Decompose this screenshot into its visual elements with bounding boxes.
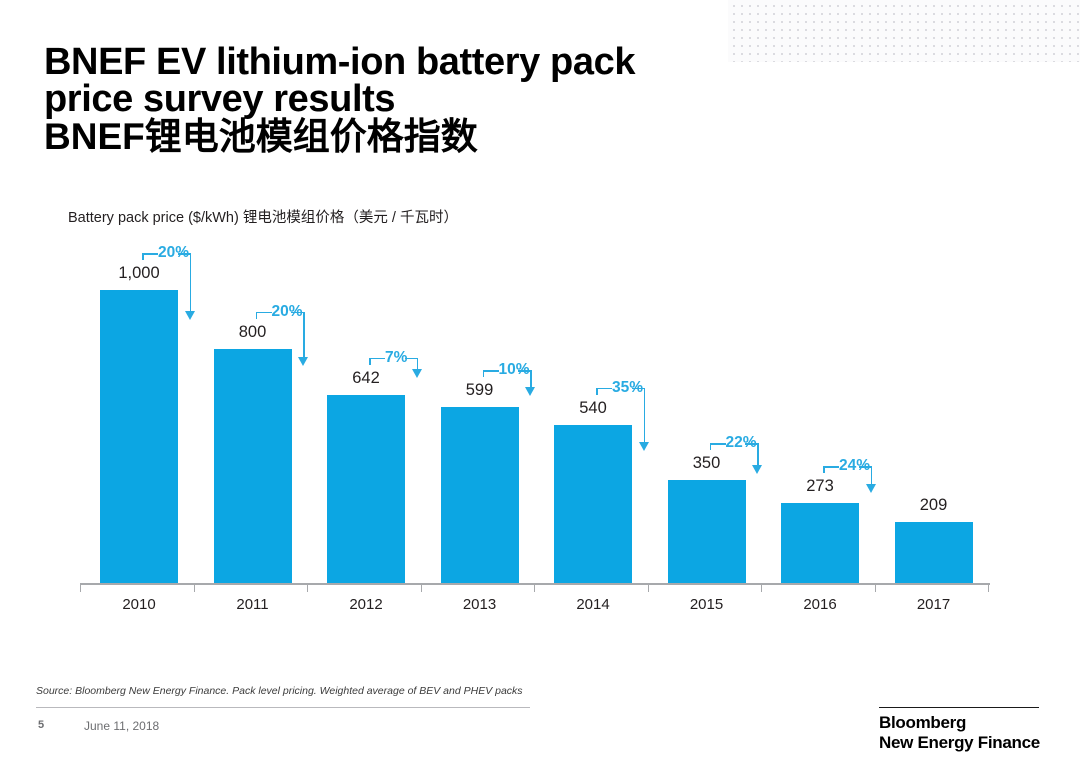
plot-area: 1,000 2010 800 2011 642 2012 599 2013 540 2014 350… <box>0 196 1080 626</box>
arrow-shaft-2012 <box>303 311 305 357</box>
bar-value-2015: 350 <box>692 454 721 473</box>
arrow-stub-2016 <box>745 443 759 446</box>
arrow-stub-2012 <box>291 311 305 314</box>
x-axis-tick <box>80 584 82 592</box>
bar-2010 <box>100 290 178 583</box>
arrow-head-2015 <box>638 442 649 452</box>
chart-axis-title: Battery pack price ($/kWh) 锂电池模组价格（美元 / … <box>68 210 458 226</box>
pct-change-2014-to-2015: 35% <box>612 378 644 396</box>
bar-value-2014: 540 <box>579 398 607 417</box>
arrow-head-2012 <box>298 356 309 366</box>
pct-connector-drop-2016 <box>823 466 825 473</box>
pct-change-2016-to-2017: 24% <box>839 457 871 474</box>
decorative-dot-grid <box>728 0 1080 62</box>
x-axis-tick <box>761 584 763 592</box>
arrow-shaft-2013 <box>416 357 419 370</box>
arrow-stub-2014 <box>518 370 532 373</box>
x-axis-label-2012: 2012 <box>349 596 383 613</box>
source-note: Source: Bloomberg New Energy Finance. Pa… <box>36 685 523 697</box>
arrow-head-2011 <box>184 310 195 320</box>
bar-2017 <box>894 521 973 583</box>
pct-connector-drop-2010 <box>142 253 144 260</box>
pct-connector-drop-2013 <box>482 370 485 378</box>
x-axis-tick <box>420 584 422 592</box>
bar-value-2017: 209 <box>919 495 948 514</box>
pct-connector-2011 <box>255 311 272 314</box>
pct-change-2012-to-2013: 7% <box>385 348 408 366</box>
x-axis-label-2013: 2013 <box>462 596 497 613</box>
logo-divider <box>879 707 1039 708</box>
x-axis-tick <box>534 584 536 592</box>
pct-connector-2014 <box>596 387 612 390</box>
arrow-shaft-2011 <box>189 253 192 311</box>
bar-value-2011: 800 <box>238 322 267 341</box>
bar-2011 <box>213 348 292 583</box>
x-axis-label-2010: 2010 <box>122 596 156 613</box>
arrow-head-2017 <box>865 483 876 493</box>
bar-2015 <box>667 480 746 583</box>
x-axis-tick <box>307 584 309 592</box>
arrow-head-2016 <box>752 465 763 474</box>
bar-2012 <box>327 394 405 583</box>
bloomberg-nef-logo: Bloomberg New Energy Finance <box>879 713 1079 752</box>
logo-line-2: New Energy Finance <box>879 732 1040 752</box>
pct-connector-2015 <box>709 443 726 446</box>
footer-date: June 11, 2018 <box>84 719 160 733</box>
arrow-head-2014 <box>525 386 536 396</box>
bar-value-2012: 642 <box>352 368 380 387</box>
bar-value-2010: 1,000 <box>118 264 160 282</box>
arrow-shaft-2014 <box>530 370 532 387</box>
bar-value-2016: 273 <box>806 477 834 495</box>
title-line-1: BNEF EV lithium-ion battery pack <box>44 41 636 83</box>
x-axis-label-2017: 2017 <box>916 596 951 613</box>
x-axis-line <box>80 583 990 585</box>
x-axis-tick <box>647 584 649 592</box>
arrow-stub-2011 <box>177 253 192 255</box>
bar-2013 <box>440 407 519 583</box>
pct-change-2011-to-2012: 20% <box>271 302 303 320</box>
x-axis-tick <box>988 584 990 592</box>
arrow-head-2013 <box>411 369 422 379</box>
pct-change-2013-to-2014: 10% <box>498 361 530 379</box>
arrow-shaft-2016 <box>757 443 759 465</box>
x-axis-label-2014: 2014 <box>576 596 610 613</box>
x-axis-label-2015: 2015 <box>689 596 724 613</box>
logo-line-1: Bloomberg <box>879 713 967 732</box>
arrow-shaft-2017 <box>870 466 873 484</box>
x-axis-label-2016: 2016 <box>803 596 837 613</box>
title-line-chinese: BNEF锂电池模组价格指数 <box>44 116 478 157</box>
pct-change-2010-to-2011: 20% <box>158 244 190 261</box>
pct-connector-drop-2011 <box>255 311 258 319</box>
arrow-stub-2015 <box>631 387 646 390</box>
arrow-stub-2017 <box>858 466 873 468</box>
pct-connector-2012 <box>369 357 385 360</box>
pct-connector-2016 <box>823 466 839 468</box>
pct-connector-drop-2015 <box>709 443 712 451</box>
arrow-stub-2013 <box>404 357 419 360</box>
pct-change-2015-to-2016: 22% <box>725 434 757 452</box>
bar-value-2013: 599 <box>465 381 494 400</box>
pct-connector-drop-2012 <box>369 357 371 365</box>
bar-2016 <box>781 503 859 583</box>
x-axis-label-2011: 2011 <box>236 596 269 613</box>
page-title: BNEF EV lithium-ion battery pack price s… <box>44 41 744 157</box>
pct-connector-2013 <box>482 370 499 373</box>
bar-2014 <box>554 424 632 583</box>
title-line-2: price survey results <box>44 78 396 120</box>
page-number: 5 <box>38 719 45 731</box>
footer-divider <box>36 707 530 708</box>
bar-chart: Battery pack price ($/kWh) 锂电池模组价格（美元 / … <box>0 196 1080 626</box>
x-axis-tick <box>193 584 195 592</box>
pct-connector-drop-2014 <box>596 387 598 395</box>
pct-connector-2010 <box>142 253 158 255</box>
x-axis-tick <box>874 584 876 592</box>
arrow-shaft-2015 <box>643 387 646 443</box>
